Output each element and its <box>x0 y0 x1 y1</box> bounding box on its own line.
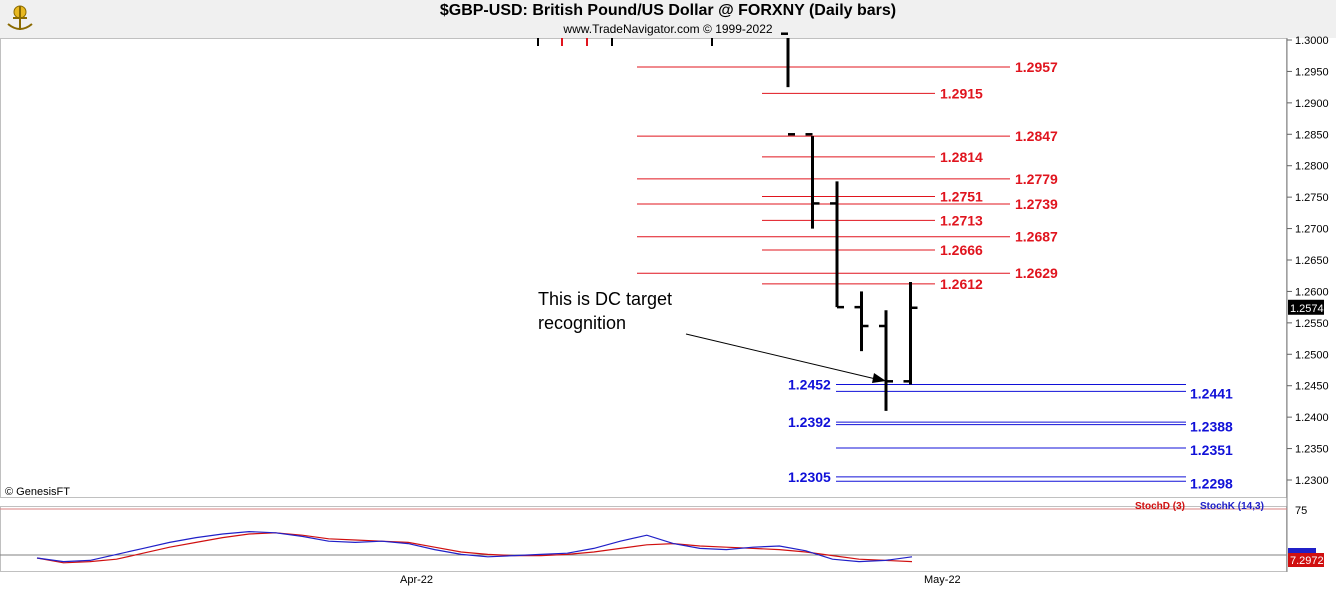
price-tick-label: 1.2650 <box>1295 255 1329 267</box>
resistance-label: 1.2629 <box>1015 265 1058 281</box>
x-tick-label: May-22 <box>924 574 961 586</box>
stoch-value-box <box>1288 553 1324 567</box>
trade-navigator-logo-icon <box>7 5 33 30</box>
support-label: 1.2298 <box>1190 475 1233 491</box>
support-label: 1.2441 <box>1190 385 1233 401</box>
copyright-label: © GenesisFT <box>5 486 70 498</box>
resistance-label: 1.2739 <box>1015 196 1058 212</box>
support-label: 1.2305 <box>788 469 831 485</box>
support-label: 1.2351 <box>1190 442 1233 458</box>
chart-subtitle: www.TradeNavigator.com © 1999-2022 <box>563 22 773 36</box>
stochastic-panel: StochD (3) StochK (14,3) 75 7.2972 Apr-22 May… <box>0 501 1324 586</box>
price-tick-label: 1.2450 <box>1295 381 1329 393</box>
support-label: 1.2392 <box>788 414 831 430</box>
target-levels: 1.2957 1.2915 1.2847 1.2814 1.2779 1.2751 1.27… <box>637 59 1233 491</box>
chart-title: $GBP-USD: British Pound/US Dollar @ FORX… <box>439 2 897 19</box>
price-tick-label: 1.2300 <box>1295 475 1329 487</box>
stoch-value-label: 7.2972 <box>1290 555 1324 567</box>
stoch-d-line <box>36 532 913 564</box>
price-bars <box>537 32 918 411</box>
stoch-k-marker <box>1288 548 1316 553</box>
title-bar: $GBP-USD: British Pound/US Dollar @ FORX… <box>0 0 1336 39</box>
price-tick-label: 1.2850 <box>1295 129 1329 141</box>
price-tick-label: 1.2750 <box>1295 192 1329 204</box>
x-tick-label: Apr-22 <box>400 574 433 586</box>
price-tick-label: 1.2950 <box>1295 66 1329 78</box>
price-tick-label: 1.2400 <box>1295 412 1329 424</box>
stoch-axis-label: 75 <box>1295 505 1307 517</box>
price-axis: 1.3000 1.2950 1.2900 1.2850 1.2800 1.2750 1.27… <box>1287 35 1329 487</box>
resistance-label: 1.2713 <box>940 212 983 228</box>
annotation-arrowhead <box>872 373 886 383</box>
annotation-arrow <box>685 333 881 381</box>
resistance-label: 1.2814 <box>940 149 983 165</box>
annotation-group: This is DC target recognition <box>538 289 886 383</box>
resistance-label: 1.2779 <box>1015 171 1058 187</box>
price-tick-label: 1.2900 <box>1295 98 1329 110</box>
resistance-label: 1.2687 <box>1015 229 1058 245</box>
last-price-box <box>1288 299 1324 315</box>
resistance-label: 1.2957 <box>1015 59 1058 75</box>
price-tick-label: 1.3000 <box>1295 35 1329 47</box>
resistance-label: 1.2847 <box>1015 128 1058 144</box>
stoch-k-line <box>36 530 913 563</box>
resistance-label: 1.2666 <box>940 242 983 258</box>
price-tick-label: 1.2700 <box>1295 224 1329 236</box>
resistance-label: 1.2915 <box>940 85 983 101</box>
annotation-line-1: This is DC target <box>538 289 672 309</box>
price-tick-label: 1.2600 <box>1295 286 1329 298</box>
price-tick-label: 1.2800 <box>1295 161 1329 173</box>
price-tick-label: 1.2550 <box>1295 318 1329 330</box>
support-label: 1.2388 <box>1190 419 1233 435</box>
stoch-legend-k: StochK (14,3) <box>1200 501 1264 512</box>
annotation-line-2: recognition <box>538 313 626 333</box>
support-label: 1.2452 <box>788 376 831 392</box>
resistance-label: 1.2612 <box>940 276 983 292</box>
stoch-legend-d: StochD (3) <box>1135 501 1185 512</box>
last-price-label: 1.2574 <box>1290 303 1324 315</box>
stoch-panel-frame <box>0 506 1287 572</box>
price-tick-label: 1.2350 <box>1295 444 1329 456</box>
price-panel-frame <box>0 38 1287 498</box>
price-tick-label: 1.2500 <box>1295 349 1329 361</box>
resistance-label: 1.2751 <box>940 189 983 205</box>
